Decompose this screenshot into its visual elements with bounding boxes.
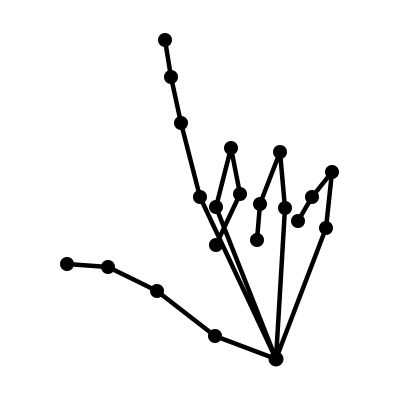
pinky-bone-2 (323, 169, 335, 231)
ring-bone-1 (273, 205, 288, 362)
joint-md2 (224, 141, 238, 155)
middle-bone-3 (228, 145, 243, 197)
joint-pk3 (305, 190, 319, 204)
joint-ix4 (158, 33, 172, 47)
joint-md1 (209, 200, 223, 214)
middle-bone-1 (213, 204, 279, 362)
joint-th3 (101, 260, 115, 274)
joint-th1 (208, 329, 222, 343)
joint-md4 (209, 238, 223, 252)
ring-bone-2 (277, 149, 288, 211)
joint-pk2 (325, 165, 339, 179)
joint-pk4 (291, 214, 305, 228)
thumb-bone-1 (212, 333, 279, 362)
joint-th4 (60, 257, 74, 271)
joint-ix2 (174, 116, 188, 130)
joint-rg4 (250, 233, 264, 247)
joint-md3 (233, 187, 247, 201)
joint-th2 (150, 284, 164, 298)
thumb-bone-3 (105, 264, 160, 294)
joint-wrist (268, 351, 284, 367)
joint-pk1 (319, 221, 333, 235)
joint-ix1 (193, 190, 207, 204)
ring-bone-3 (257, 149, 283, 207)
index-bone-2 (178, 120, 203, 200)
joint-rg3 (253, 197, 267, 211)
thumb-bone-2 (154, 288, 218, 339)
index-bone-3 (168, 74, 184, 126)
middle-bone-4 (213, 191, 243, 248)
joint-rg1 (278, 201, 292, 215)
pinky-bone-1 (273, 225, 329, 362)
joints-layer (60, 33, 339, 367)
joint-rg2 (273, 145, 287, 159)
joint-ix3 (164, 70, 178, 84)
middle-bone-2 (213, 145, 234, 210)
